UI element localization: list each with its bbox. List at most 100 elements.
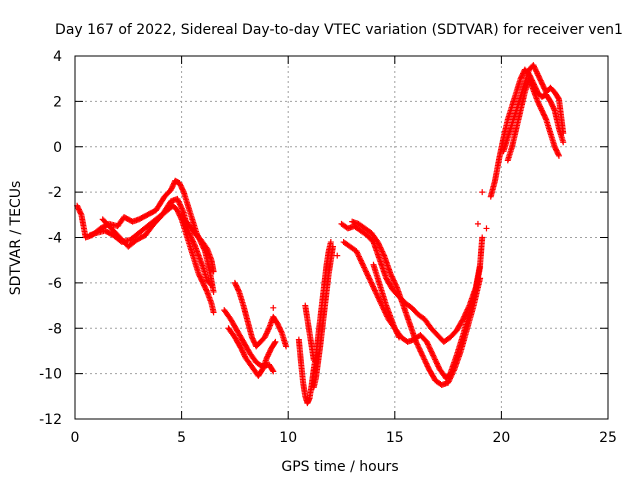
chart-title: Day 167 of 2022, Sidereal Day-to-day VTE… xyxy=(55,22,623,38)
data-point xyxy=(450,367,457,374)
data-point xyxy=(389,274,396,281)
data-point xyxy=(432,357,439,364)
data-point xyxy=(373,291,380,298)
data-point xyxy=(418,349,425,356)
data-point xyxy=(390,276,397,283)
data-point xyxy=(560,130,567,137)
series-track-g xyxy=(225,325,279,379)
series-track-i xyxy=(310,243,336,391)
series-track-q xyxy=(504,75,562,164)
data-point xyxy=(361,265,368,272)
x-tick-labels: 0 5 10 15 20 25 xyxy=(71,430,617,446)
data-point xyxy=(396,334,403,341)
series-track-d xyxy=(178,211,217,275)
data-point xyxy=(391,278,398,285)
data-point xyxy=(415,344,422,351)
data-point xyxy=(447,374,454,381)
data-point xyxy=(430,352,437,359)
data-point xyxy=(392,281,399,288)
data-point xyxy=(424,340,431,347)
data-point xyxy=(174,197,181,204)
data-point xyxy=(203,287,210,294)
data-point xyxy=(370,283,377,290)
data-point xyxy=(372,288,379,295)
data-point xyxy=(427,347,434,354)
y-tick-labels: -12 -10 -8 -6 -4 -2 0 2 4 xyxy=(39,49,62,428)
data-point xyxy=(355,253,362,260)
data-point xyxy=(272,338,279,345)
data-point xyxy=(375,240,382,247)
y-tick-label: -10 xyxy=(39,367,62,383)
data-point xyxy=(433,359,440,366)
data-point xyxy=(270,368,277,375)
data-point xyxy=(424,363,431,370)
data-point xyxy=(368,280,375,287)
data-point xyxy=(388,272,395,279)
data-point xyxy=(423,338,430,345)
data-point xyxy=(448,371,455,378)
data-point xyxy=(355,252,362,259)
data-point xyxy=(359,261,366,268)
data-point xyxy=(425,364,432,371)
data-point xyxy=(373,290,380,297)
x-axis-title: GPS time / hours xyxy=(281,459,398,475)
data-point xyxy=(190,238,197,245)
series-track-n xyxy=(370,261,403,341)
data-point xyxy=(425,342,432,349)
data-point xyxy=(395,333,402,340)
data-point xyxy=(431,355,438,362)
data-point xyxy=(460,314,467,321)
data-point xyxy=(360,263,367,270)
data-point xyxy=(423,362,430,369)
series-track-c xyxy=(99,195,215,289)
data-point xyxy=(175,198,182,205)
data-point xyxy=(368,279,375,286)
data-point xyxy=(420,355,427,362)
data-point xyxy=(176,201,183,208)
data-point xyxy=(428,348,435,355)
data-point xyxy=(388,273,395,280)
data-point xyxy=(374,239,381,246)
data-point xyxy=(449,370,456,377)
data-point xyxy=(210,268,217,275)
data-point xyxy=(357,257,364,264)
data-point xyxy=(555,151,562,158)
data-point xyxy=(479,234,486,241)
y-tick-label: -4 xyxy=(48,231,62,247)
data-point xyxy=(366,275,373,282)
data-point xyxy=(377,244,384,251)
data-point xyxy=(367,278,374,285)
data-point xyxy=(477,263,484,270)
data-point xyxy=(379,249,386,256)
data-point xyxy=(187,233,194,240)
data-point xyxy=(417,348,424,355)
data-point xyxy=(429,351,436,358)
data-point xyxy=(178,205,185,212)
data-point xyxy=(207,281,214,288)
data-point xyxy=(432,356,439,363)
y-axis-title: SDTVAR / TECUs xyxy=(8,181,24,296)
data-point xyxy=(353,248,360,255)
data-point xyxy=(415,342,422,349)
data-point xyxy=(189,237,196,244)
data-point xyxy=(174,195,181,202)
axis-ticks xyxy=(74,55,609,420)
data-point xyxy=(364,271,371,278)
data-point xyxy=(474,220,481,227)
data-point xyxy=(434,362,441,369)
y-tick-label: -6 xyxy=(48,276,62,292)
data-point xyxy=(551,106,558,113)
y-tick-label: -2 xyxy=(48,185,62,201)
y-tick-label: 2 xyxy=(53,94,62,110)
data-point xyxy=(190,239,197,246)
data-point xyxy=(366,276,373,283)
data-point xyxy=(390,277,397,284)
data-point xyxy=(542,115,549,122)
data-point xyxy=(180,187,187,194)
x-tick-label: 15 xyxy=(386,430,404,446)
series-track-m xyxy=(349,218,484,388)
y-tick-label: 4 xyxy=(53,49,62,65)
data-point xyxy=(310,357,317,364)
data-point xyxy=(371,286,378,293)
grid-lines xyxy=(75,56,608,419)
